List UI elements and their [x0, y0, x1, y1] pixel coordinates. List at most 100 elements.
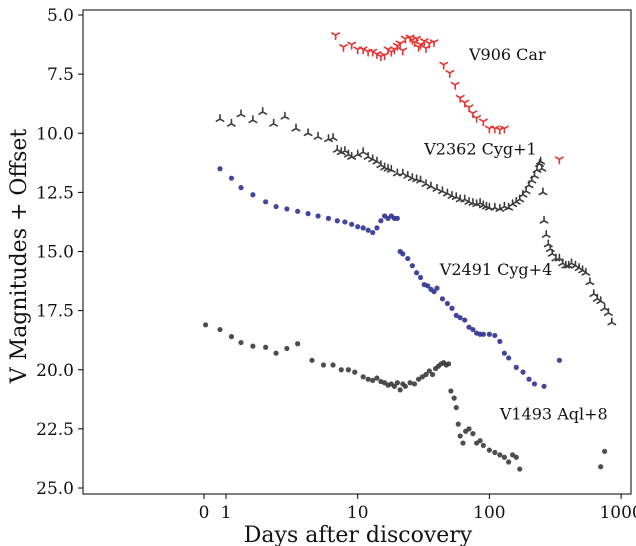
data-point: [486, 331, 492, 337]
data-point: [513, 454, 519, 460]
data-point: [365, 376, 371, 382]
data-point: [340, 145, 350, 154]
data-point: [374, 375, 380, 381]
series-3: [202, 322, 608, 472]
data-point: [409, 263, 415, 269]
data-point: [370, 229, 376, 236]
data-point: [250, 192, 256, 198]
data-point: [537, 163, 547, 172]
data-point: [531, 381, 538, 387]
data-point: [363, 151, 373, 160]
x-tick-label: 1: [221, 503, 232, 523]
data-point: [501, 350, 508, 356]
data-point: [215, 114, 225, 122]
data-point: [402, 383, 408, 389]
data-point: [526, 376, 532, 382]
data-point: [313, 131, 323, 140]
data-point: [506, 459, 512, 465]
data-point: [258, 106, 268, 115]
data-point: [372, 156, 382, 165]
series-label: V2362 Cyg+1: [423, 140, 536, 159]
data-point: [228, 175, 235, 181]
data-point: [238, 339, 244, 346]
data-point: [391, 383, 398, 389]
data-point: [455, 421, 461, 427]
data-point: [431, 289, 437, 295]
data-point: [330, 362, 336, 368]
x-tick-label: 1000: [599, 503, 636, 523]
data-point: [339, 44, 348, 52]
data-point: [478, 118, 488, 127]
data-point: [360, 374, 366, 380]
data-point: [581, 267, 591, 276]
data-point: [466, 324, 472, 330]
data-point: [347, 41, 357, 50]
data-point: [490, 202, 500, 211]
data-point: [386, 164, 396, 173]
y-tick-label: 10.0: [36, 124, 74, 144]
data-point: [426, 181, 436, 190]
series-2: [217, 166, 562, 389]
data-point: [374, 225, 380, 231]
data-point: [355, 224, 361, 230]
data-point: [263, 344, 269, 350]
data-point: [228, 334, 235, 340]
data-point: [395, 40, 405, 49]
data-point: [585, 277, 595, 286]
data-point: [419, 38, 429, 47]
data-point: [295, 341, 301, 347]
data-point: [556, 357, 562, 363]
data-point: [453, 312, 459, 318]
y-tick-label: 22.5: [36, 420, 74, 440]
data-point: [284, 345, 290, 352]
data-point: [424, 40, 434, 49]
y-axis-title: V Magnitudes + Offset: [7, 129, 32, 385]
data-point: [492, 449, 498, 456]
data-point: [603, 307, 613, 316]
data-point: [421, 179, 431, 187]
y-tick-label: 20.0: [36, 361, 74, 381]
data-point: [342, 219, 348, 225]
data-point: [470, 326, 476, 333]
data-point: [448, 388, 454, 394]
data-point: [437, 186, 447, 195]
data-point: [291, 123, 301, 132]
data-point: [303, 128, 313, 137]
data-point: [596, 296, 606, 305]
y-tick-label: 12.5: [36, 183, 74, 203]
data-point: [358, 147, 368, 156]
data-point: [490, 125, 500, 134]
series-0: [331, 32, 564, 165]
data-point: [432, 183, 442, 192]
data-point: [345, 367, 352, 373]
data-point: [417, 274, 424, 281]
data-point: [513, 364, 519, 370]
data-point: [429, 371, 436, 378]
data-point: [280, 111, 290, 120]
series-label: V1493 Aql+8: [499, 404, 608, 423]
data-point: [295, 208, 301, 214]
y-axis-ticks: 5.0 7.5 10.0 12.5 15.0 17.5 20.0 22.5 25.0: [36, 6, 83, 499]
data-point: [506, 355, 512, 361]
data-point: [445, 70, 455, 78]
data-point: [397, 387, 403, 393]
series-labels: V906 Car V2362 Cyg+1 V2491 Cyg+4 V1493 Aql+…: [423, 45, 607, 423]
data-point: [451, 192, 461, 201]
data-point: [352, 369, 358, 375]
data-point: [530, 170, 539, 179]
x-axis-title: Days after discovery: [244, 523, 473, 546]
y-tick-label: 17.5: [36, 302, 74, 322]
data-point: [328, 132, 338, 141]
y-tick-label: 15.0: [36, 243, 74, 263]
data-point: [539, 215, 549, 224]
x-tick-label: 0: [199, 503, 210, 523]
data-point: [455, 94, 465, 103]
data-point: [378, 218, 384, 224]
data-point: [480, 331, 486, 337]
data-point: [360, 225, 366, 231]
data-point: [416, 175, 425, 184]
data-point: [470, 431, 476, 437]
y-tick-label: 5.0: [47, 6, 74, 26]
y-tick-label: 7.5: [47, 65, 74, 85]
data-point: [602, 448, 608, 454]
